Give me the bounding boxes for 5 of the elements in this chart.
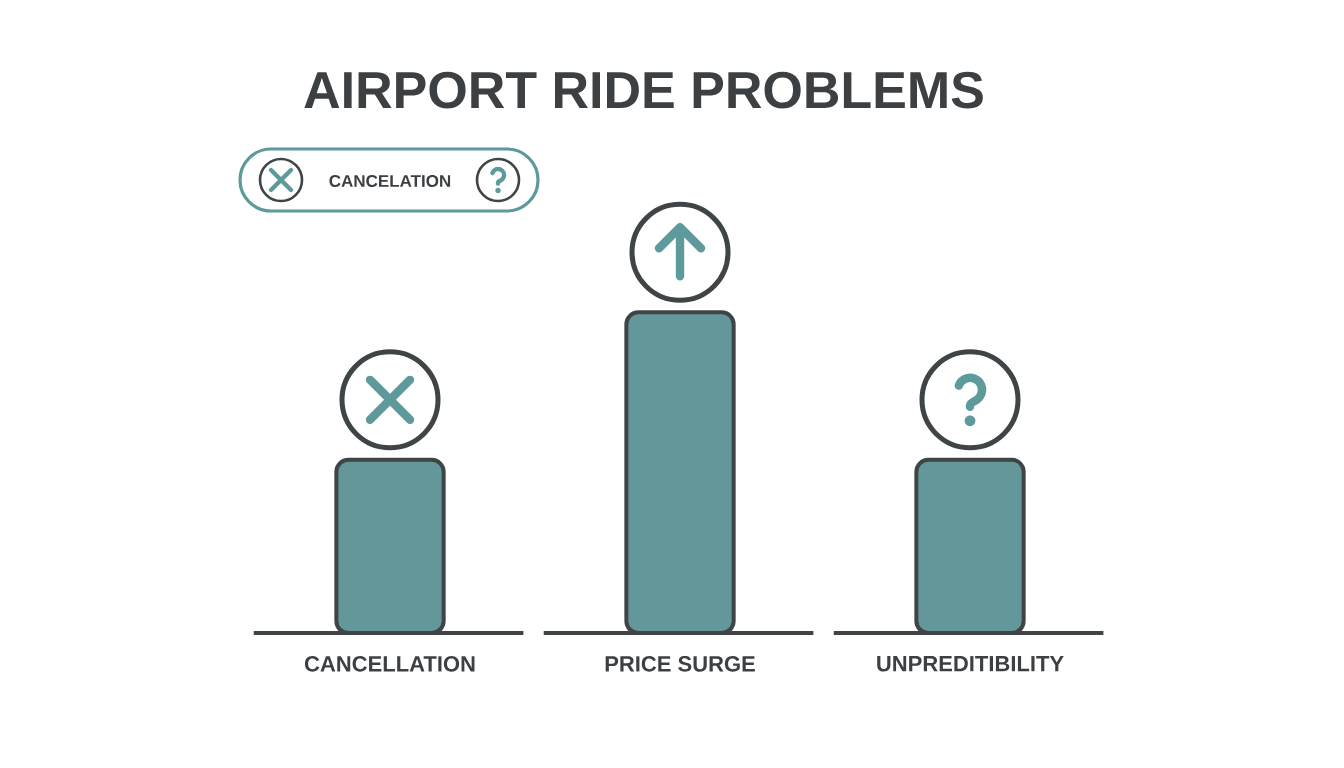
x-tick-label: CANCELLATION bbox=[304, 656, 475, 672]
x-tick-label: UNPREDITIBILITY bbox=[877, 656, 1064, 672]
x-tick-label: PRICE SURGE bbox=[605, 656, 755, 672]
chart-title: AIRPORT RIDE PROBLEMS bbox=[304, 71, 983, 109]
text: CANCELATION bbox=[329, 175, 451, 188]
